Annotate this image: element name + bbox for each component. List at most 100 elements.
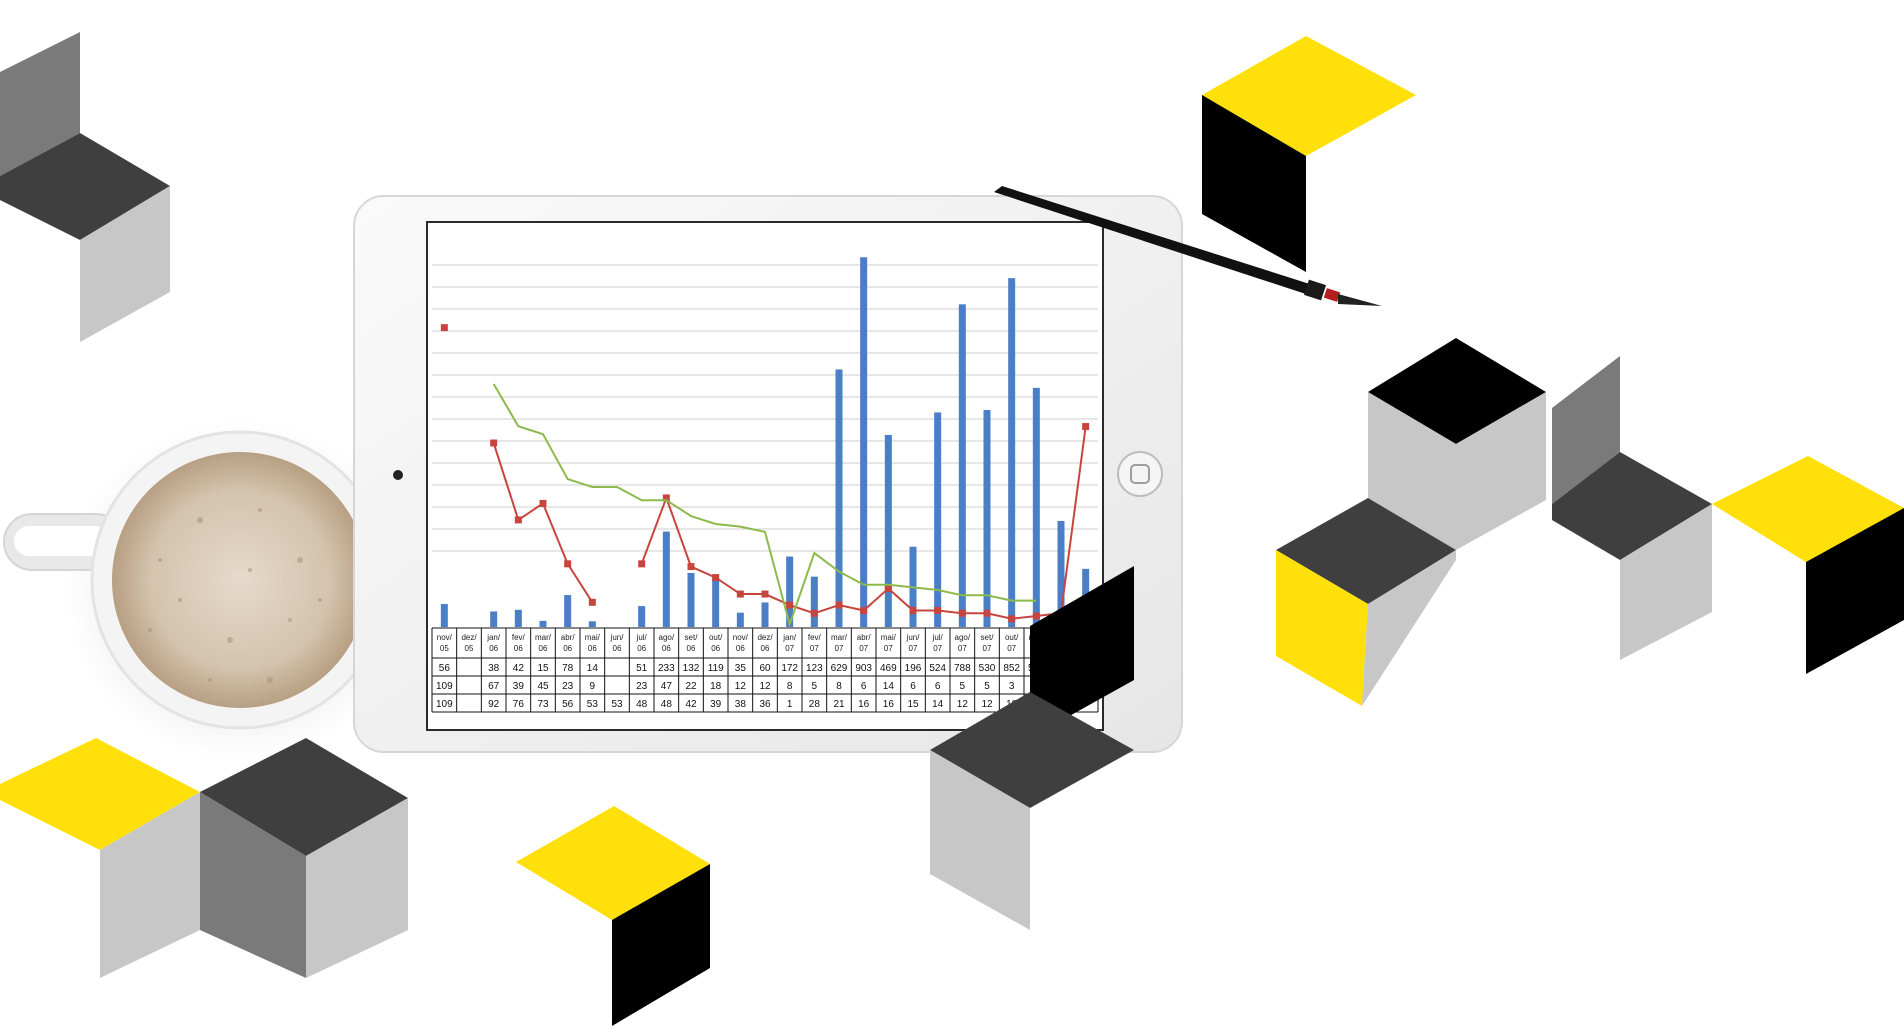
table-cell: 42: [685, 699, 697, 710]
table-cell: 524: [929, 663, 946, 674]
table-cell: 629: [831, 663, 848, 674]
table-cell: 3: [1009, 681, 1015, 692]
bar: [440, 604, 448, 627]
table-cell: 6: [935, 681, 941, 692]
coffee-cup: [3, 420, 415, 760]
category-label: set/07: [981, 633, 995, 653]
category-label: jul/07: [932, 633, 944, 653]
table-cell: 123: [806, 663, 823, 674]
table-cell: 788: [954, 663, 971, 674]
category-label: ago/06: [659, 633, 675, 653]
table-cell: 67: [488, 681, 500, 692]
bar: [1008, 278, 1016, 627]
table-cell: 18: [710, 681, 722, 692]
table-cell: 12: [957, 699, 969, 710]
table-cell: 16: [858, 699, 870, 710]
table-cell: 39: [513, 681, 525, 692]
category-label: abr/06: [561, 633, 576, 653]
category-label: mai/07: [881, 633, 897, 653]
table-cell: 60: [759, 663, 771, 674]
table-cell: 78: [562, 663, 574, 674]
category-label: ago/07: [955, 633, 971, 653]
cube-bottom-left: [0, 738, 408, 978]
bar: [934, 412, 942, 627]
green-series-line: [492, 383, 1037, 628]
table-cell: 42: [513, 663, 525, 674]
bar: [884, 434, 892, 627]
table-cell: 56: [439, 663, 451, 674]
cube-top-left: [0, 32, 170, 342]
table-cell: 51: [636, 663, 648, 674]
category-label: jun/06: [610, 633, 625, 653]
bar: [588, 621, 596, 627]
category-label: dez/06: [757, 633, 773, 653]
table-cell: 233: [658, 663, 675, 674]
table-cell: 132: [683, 663, 700, 674]
category-label: mai/06: [585, 633, 601, 653]
table-cell: 109: [436, 699, 453, 710]
table-cell: 530: [979, 663, 996, 674]
table-cell: 1: [787, 699, 793, 710]
table-cell: 8: [787, 681, 793, 692]
category-label: nov/06: [733, 633, 749, 653]
category-label: dez/05: [461, 633, 477, 653]
bar: [786, 556, 794, 627]
bar: [1057, 520, 1065, 627]
table-cell: 9: [590, 681, 596, 692]
table-cell: 5: [812, 681, 818, 692]
bar: [662, 531, 670, 627]
table-cell: 56: [562, 699, 574, 710]
table-cell: 92: [488, 699, 500, 710]
category-label: fev/06: [512, 633, 526, 653]
bar: [514, 609, 522, 627]
red-point: [440, 324, 448, 332]
bar: [539, 620, 547, 627]
category-label: out/07: [1005, 633, 1019, 653]
category-label: mar/07: [831, 633, 848, 653]
tablet-camera: [393, 470, 403, 480]
table-cell: 21: [833, 699, 845, 710]
bar: [810, 576, 818, 627]
category-label: set/06: [685, 633, 699, 653]
table-cell: 12: [759, 681, 771, 692]
table-cell: 48: [661, 699, 673, 710]
bar: [983, 409, 991, 627]
cube-over-tablet: [930, 566, 1134, 930]
table-cell: 36: [759, 699, 771, 710]
table-cell: 109: [436, 681, 453, 692]
table-cell: 23: [636, 681, 648, 692]
table-cell: 15: [537, 663, 549, 674]
table-cell: 35: [735, 663, 747, 674]
table-cell: 903: [855, 663, 872, 674]
table-cell: 852: [1003, 663, 1020, 674]
table-cell: 76: [513, 699, 525, 710]
table-cell: 119: [708, 663, 724, 674]
table-cell: 73: [537, 699, 549, 710]
category-label: jun/07: [906, 633, 921, 653]
table-cell: 16: [883, 699, 895, 710]
bar: [638, 606, 646, 627]
table-cell: 48: [636, 699, 648, 710]
bar: [835, 369, 843, 627]
table-cell: 5: [960, 681, 966, 692]
red-series-line: [492, 442, 594, 603]
table-cell: 53: [587, 699, 599, 710]
cube-bottom-center-yellow: [516, 806, 710, 1026]
table-cell: 5: [984, 681, 990, 692]
table-cell: 38: [735, 699, 747, 710]
category-label: fev/07: [808, 633, 822, 653]
table-cell: 14: [932, 699, 944, 710]
table-cell: 8: [836, 681, 842, 692]
bar: [687, 572, 695, 627]
pen: [994, 186, 1382, 306]
table-cell: 15: [907, 699, 919, 710]
tablet-home-button[interactable]: [1117, 451, 1163, 497]
bar: [761, 602, 769, 627]
category-label: jan/07: [782, 633, 797, 653]
table-cell: 47: [661, 681, 673, 692]
table-cell: 39: [710, 699, 722, 710]
table-cell: 28: [809, 699, 821, 710]
table-cell: 469: [880, 663, 897, 674]
table-cell: 12: [735, 681, 747, 692]
